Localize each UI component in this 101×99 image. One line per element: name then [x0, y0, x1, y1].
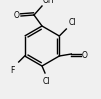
Text: F: F: [10, 66, 15, 75]
Text: Cl: Cl: [42, 77, 50, 86]
Text: OH: OH: [43, 0, 55, 5]
Text: O: O: [14, 11, 20, 20]
Text: Cl: Cl: [68, 18, 76, 27]
Text: O: O: [82, 50, 88, 59]
